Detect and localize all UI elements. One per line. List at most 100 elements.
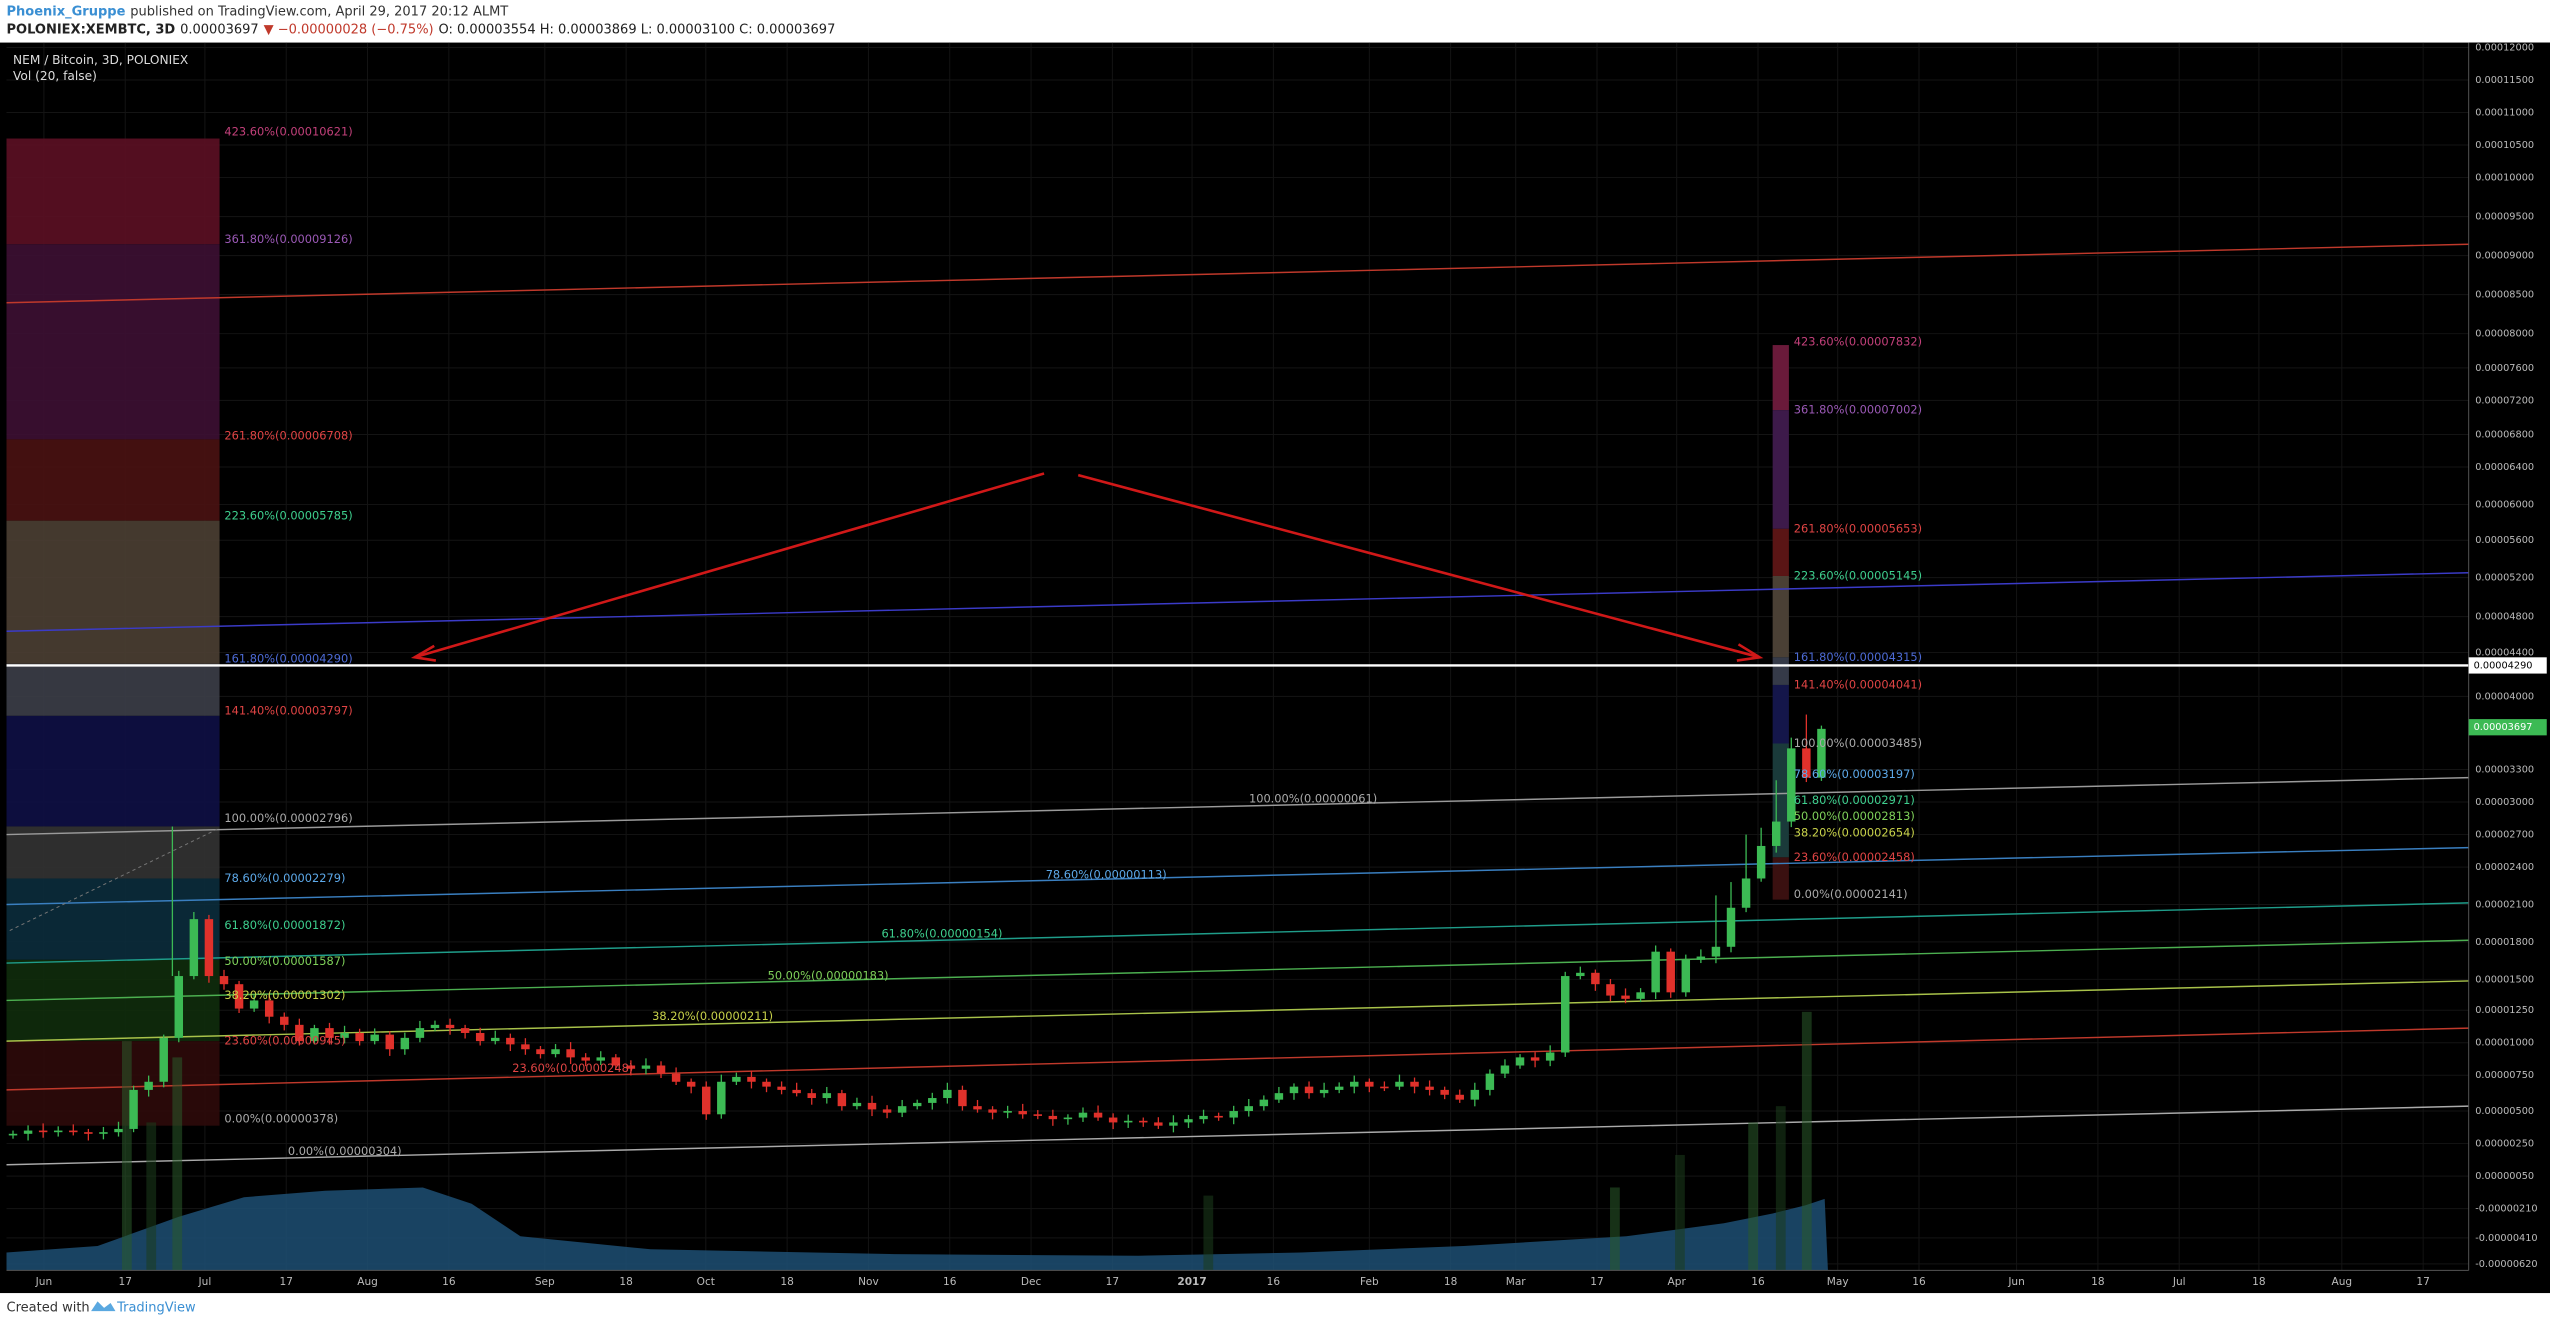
candle-body [1154,1122,1163,1126]
footer [0,1293,2550,1326]
header-line-1: Phoenix_Gruppe published on TradingView.c… [7,4,509,19]
candle-body [1636,992,1645,999]
candle-body [1139,1120,1148,1123]
candle-body [460,1028,470,1033]
price-label: 0.00000250 [2475,1139,2534,1150]
author[interactable]: Phoenix_Gruppe [7,4,126,19]
price-label: 0.00004800 [2475,612,2534,623]
price-label: 0.00004400 [2475,647,2534,658]
candle-body [1726,907,1736,947]
candle-body [1681,959,1691,993]
candle-body [1696,956,1706,960]
time-label: Sep [535,1276,555,1288]
candle-body [1591,972,1600,985]
candle-body [943,1089,952,1099]
footer-brand[interactable]: TradingView [116,1300,196,1315]
candle-body [1018,1111,1027,1115]
price-label: -0.00000410 [2475,1233,2537,1244]
candle-body [882,1109,892,1113]
volume-bar [1748,1122,1759,1271]
candle-body [1380,1086,1389,1089]
candle-body [1365,1081,1374,1087]
fib-zone [1772,657,1789,685]
volume-bar [1801,1011,1812,1271]
price-label: 0.00010000 [2475,173,2534,184]
price-label: 0.00010500 [2475,140,2534,151]
legend-title: NEM / Bitcoin, 3D, POLONIEX [13,53,188,67]
candle-body [837,1093,847,1107]
candle-body [1304,1086,1314,1094]
candle-body [1621,995,1630,999]
time-label: Dec [1021,1276,1042,1288]
candle-body [686,1081,696,1087]
candle-body [1048,1115,1058,1120]
price-label: 0.00003000 [2475,797,2534,808]
candle-body [1395,1081,1404,1087]
candle-body [264,1000,274,1017]
fib-label: 0.00%(0.00000304) [288,1144,402,1158]
arrow-head [1736,643,1764,662]
candle-body [129,1089,138,1129]
candle-body [852,1102,862,1107]
candle-body [988,1109,997,1113]
published: published on TradingView.com, April 29, … [130,4,508,19]
candle-body [581,1057,590,1061]
time-label: 16 [1267,1276,1281,1288]
candle-body [566,1049,575,1058]
time-label: 17 [1590,1276,1603,1288]
candle-body [38,1130,48,1133]
time-label: 18 [1444,1276,1457,1288]
candle-body [656,1065,666,1074]
fib-zone [6,878,220,960]
candle-body [53,1130,63,1133]
brand-logo[interactable] [91,1301,116,1312]
volume-bar [1675,1154,1685,1271]
candle-body [1078,1112,1088,1118]
candle-body [310,1028,319,1042]
candle-body [1334,1086,1344,1090]
candle-body [1470,1089,1480,1100]
candle-body [973,1106,982,1110]
candle-body [340,1032,349,1038]
candle-body [1802,748,1811,778]
fib-zone [6,138,220,245]
fib-label: 0.00%(0.00000378) [224,1112,338,1126]
candle-body [521,1044,530,1050]
fib-label: 161.80%(0.00004290) [224,651,352,665]
candle-body [1229,1111,1238,1118]
price-label: 0.00006400 [2475,462,2534,473]
price-marker [2468,657,2547,674]
fib-zone [6,826,220,879]
trend-line [6,846,2469,906]
price-label: 0.00011500 [2475,75,2534,86]
header-line-2: POLONIEX:XEMBTC, 3D 0.00003697 ▼ −0.000000… [7,22,836,37]
time-label: 16 [442,1276,456,1288]
candle-body [1651,951,1660,993]
fib-label: 78.60%(0.00003197) [1794,767,1915,781]
time-label: 16 [943,1276,957,1288]
candle-body [385,1034,394,1050]
candle-body [912,1102,922,1107]
fib-label: 61.80%(0.00001872) [224,918,345,932]
fib-label: 423.60%(0.00010621) [224,125,352,139]
price-label: 0.00005600 [2475,535,2534,546]
time-label: 18 [780,1276,793,1288]
fib-label: 261.80%(0.00006708) [224,429,352,443]
fib-zone [1772,857,1789,900]
fib-label: 423.60%(0.00007832) [1794,334,1922,348]
candle-body [1545,1052,1555,1061]
fib-zone [1772,410,1789,529]
time-label: 17 [118,1276,131,1288]
candle-body [717,1081,726,1115]
arrow-line [1077,473,1760,659]
price-label: 0.00002700 [2475,830,2534,841]
time-label: 2017 [1177,1276,1206,1288]
price-label: 0.00006800 [2475,430,2534,441]
candle-body [1108,1117,1118,1123]
candle-body [1199,1115,1208,1120]
fib-label: 38.20%(0.00000211) [652,1009,773,1023]
legend-volume: Vol (20, false) [13,69,97,83]
ohlc: O: 0.00003554 H: 0.00003869 L: 0.0000310… [439,22,836,37]
price-label: 0.00008500 [2475,290,2534,301]
candle-body [1214,1115,1223,1118]
